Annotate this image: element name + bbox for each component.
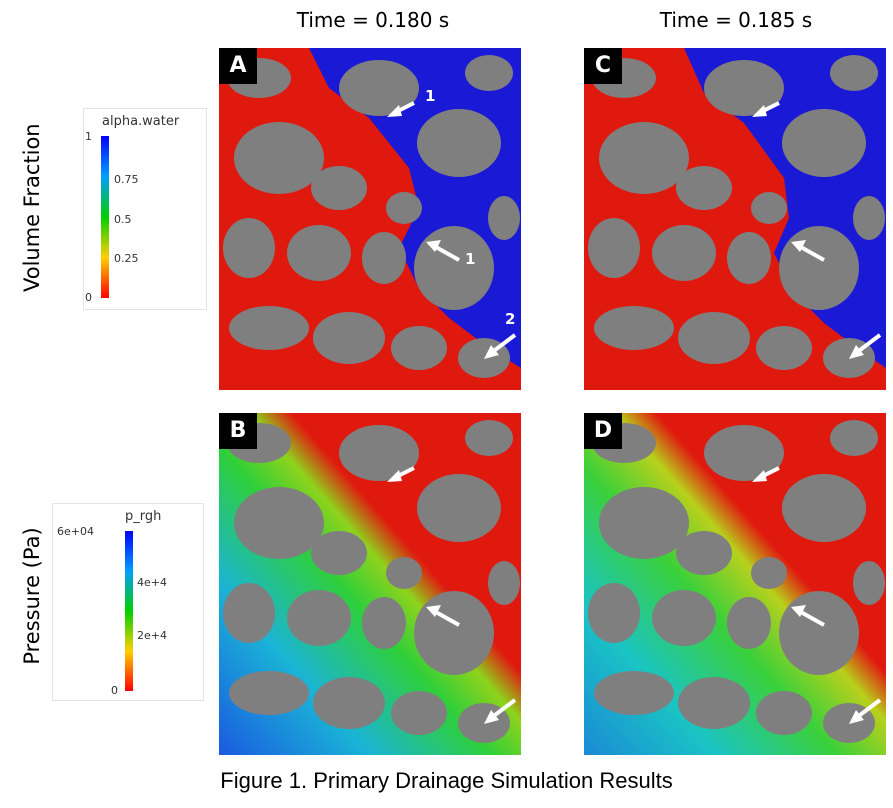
simulation-image (584, 413, 886, 755)
row-label-volume-fraction: Volume Fraction (20, 123, 44, 292)
tick-label: 4e+4 (137, 576, 167, 589)
panel-c-volume-fraction-0185: C (584, 48, 886, 390)
panel-b-pressure-0180: B (219, 413, 521, 755)
tick-label: 1 (85, 130, 92, 143)
panel-letter: D (584, 413, 622, 449)
row-label-pressure: Pressure (Pa) (20, 527, 44, 665)
column-header-time-0185: Time = 0.185 s (659, 8, 813, 32)
simulation-image (219, 48, 521, 390)
arrow-overlay (752, 466, 882, 724)
legend-title: p_rgh (125, 509, 162, 524)
panel-letter: C (584, 48, 622, 84)
tick-label: 0 (111, 684, 118, 697)
tick-label: 0.75 (114, 173, 139, 186)
arrow-overlay (387, 466, 517, 724)
panel-letter: A (219, 48, 257, 84)
arrow-label: 1 (425, 87, 435, 105)
simulation-image (219, 413, 521, 755)
tick-label: 2e+4 (137, 629, 167, 642)
tick-label: 0.5 (114, 213, 132, 226)
column-header-time-0180: Time = 0.180 s (296, 8, 450, 32)
legend-title: alpha.water (102, 114, 180, 129)
simulation-image (584, 48, 886, 390)
tick-label: 6e+04 (57, 525, 94, 538)
tick-label: 0 (85, 291, 92, 304)
arrow-overlay (752, 101, 882, 359)
panel-letter: B (219, 413, 257, 449)
arrow-label: 1 (465, 250, 475, 268)
legend-pressure: p_rgh 6e+04 4e+4 2e+4 0 (52, 503, 204, 701)
arrow-overlay: 1 1 2 (387, 87, 517, 359)
legend-volume-fraction: alpha.water 1 0.75 0.5 0.25 0 (83, 108, 207, 310)
colorbar-alpha-water (101, 136, 109, 298)
colorbar-p-rgh (125, 531, 133, 691)
tick-label: 0.25 (114, 252, 139, 265)
arrow-label: 2 (505, 310, 515, 328)
panel-a-volume-fraction-0180: A 1 1 2 (219, 48, 521, 390)
panel-d-pressure-0185: D (584, 413, 886, 755)
figure-caption: Figure 1. Primary Drainage Simulation Re… (220, 768, 673, 793)
